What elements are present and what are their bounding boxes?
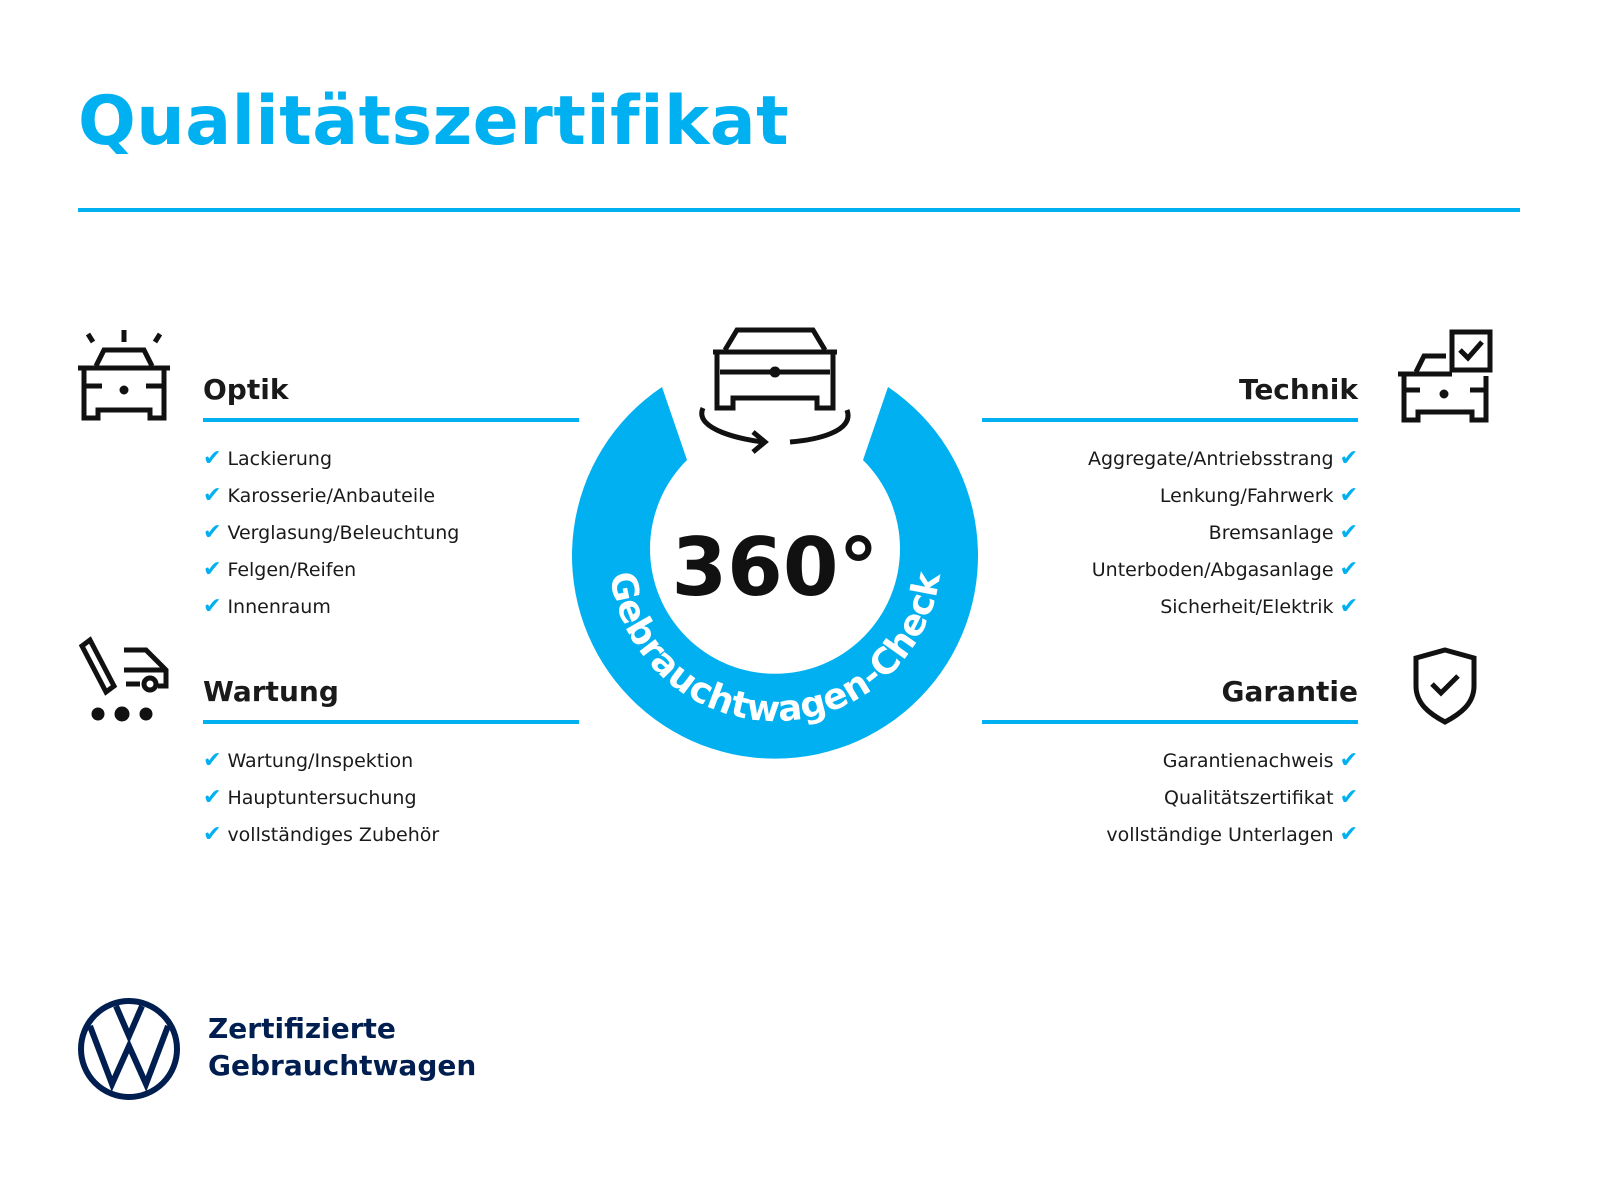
section-wartung: Wartung ✔ Wartung/Inspektion ✔ Hauptunters… — [203, 672, 579, 853]
item-label: Wartung/Inspektion — [227, 749, 414, 772]
360-check-badge: 360° Gebrauchtwagen-Check — [572, 327, 978, 759]
item-label: vollständiges Zubehör — [227, 823, 440, 846]
check-icon: ✔ — [1339, 593, 1358, 619]
section-divider — [982, 720, 1358, 724]
check-icon: ✔ — [203, 445, 222, 471]
logo-text: Zertifizierte Gebrauchtwagen — [208, 1010, 476, 1084]
check-icon: ✔ — [203, 784, 222, 810]
section-divider — [203, 720, 579, 724]
item-label: vollständige Unterlagen — [1106, 823, 1334, 846]
check-icon: ✔ — [1339, 445, 1358, 471]
check-icon: ✔ — [1339, 519, 1358, 545]
section-heading: Wartung — [203, 675, 339, 708]
shield-check-icon — [1413, 647, 1477, 725]
section-heading: Optik — [203, 373, 289, 406]
check-icon: ✔ — [203, 821, 222, 847]
list-item: Lenkung/Fahrwerk ✔ — [982, 477, 1358, 514]
list-item: Aggregate/Antriebsstrang ✔ — [982, 440, 1358, 477]
section-heading: Technik — [1238, 373, 1358, 406]
list-item: Qualitätszertifikat ✔ — [982, 779, 1358, 816]
list-item: Sicherheit/Elektrik ✔ — [982, 588, 1358, 625]
check-icon: ✔ — [1339, 556, 1358, 582]
list-item: ✔ Verglasung/Beleuchtung — [203, 514, 579, 551]
list-item: ✔ Karosserie/Anbauteile — [203, 477, 579, 514]
check-icon: ✔ — [1339, 482, 1358, 508]
section-optik: Optik ✔ Lackierung ✔ Karosserie/Anbauteile… — [203, 370, 579, 625]
item-label: Felgen/Reifen — [227, 558, 357, 581]
badge-ring — [572, 387, 978, 759]
item-label: Verglasung/Beleuchtung — [227, 521, 460, 544]
item-label: Unterboden/Abgasanlage — [1091, 558, 1334, 581]
list-item: vollständige Unterlagen ✔ — [982, 816, 1358, 853]
list-item: Unterboden/Abgasanlage ✔ — [982, 551, 1358, 588]
list-item: ✔ Innenraum — [203, 588, 579, 625]
item-label: Aggregate/Antriebsstrang — [1087, 447, 1334, 470]
item-label: Garantienachweis — [1162, 749, 1334, 772]
title-divider — [78, 208, 1520, 212]
list-item: ✔ Lackierung — [203, 440, 579, 477]
list-item: ✔ Wartung/Inspektion — [203, 742, 579, 779]
item-label: Innenraum — [227, 595, 331, 618]
check-icon: ✔ — [203, 593, 222, 619]
item-label: Qualitätszertifikat — [1163, 786, 1334, 809]
item-label: Lackierung — [227, 447, 333, 470]
car-inspection-light-icon — [78, 330, 170, 421]
item-label: Bremsanlage — [1208, 521, 1334, 544]
vw-logo — [78, 998, 180, 1100]
check-icon: ✔ — [1339, 821, 1358, 847]
check-icon: ✔ — [203, 747, 222, 773]
check-icon: ✔ — [203, 519, 222, 545]
item-label: Karosserie/Anbauteile — [227, 484, 436, 507]
section-heading: Garantie — [1221, 675, 1359, 708]
page-title: Qualitätszertifikat — [78, 82, 790, 161]
check-icon: ✔ — [1339, 747, 1358, 773]
car-rotate-icon — [699, 327, 851, 454]
car-checklist-icon — [1398, 329, 1493, 423]
list-item: ✔ vollständiges Zubehör — [203, 816, 579, 853]
section-garantie: Garantie Garantienachweis ✔ Qualitätszert… — [982, 672, 1358, 853]
check-icon: ✔ — [203, 556, 222, 582]
service-maintenance-icon — [78, 636, 169, 722]
check-icon: ✔ — [203, 482, 222, 508]
list-item: Garantienachweis ✔ — [982, 742, 1358, 779]
section-technik: Technik Aggregate/Antriebsstrang ✔ Lenkun… — [982, 370, 1358, 625]
badge-big-number: 360° — [672, 521, 879, 614]
list-item: Bremsanlage ✔ — [982, 514, 1358, 551]
logo-line-1: Zertifizierte — [208, 1012, 396, 1045]
item-label: Sicherheit/Elektrik — [1160, 595, 1334, 618]
item-label: Lenkung/Fahrwerk — [1159, 484, 1334, 507]
item-label: Hauptuntersuchung — [227, 786, 417, 809]
check-icon: ✔ — [1339, 784, 1358, 810]
section-divider — [982, 418, 1358, 422]
list-item: ✔ Hauptuntersuchung — [203, 779, 579, 816]
section-divider — [203, 418, 579, 422]
list-item: ✔ Felgen/Reifen — [203, 551, 579, 588]
logo-line-2: Gebrauchtwagen — [208, 1049, 477, 1082]
